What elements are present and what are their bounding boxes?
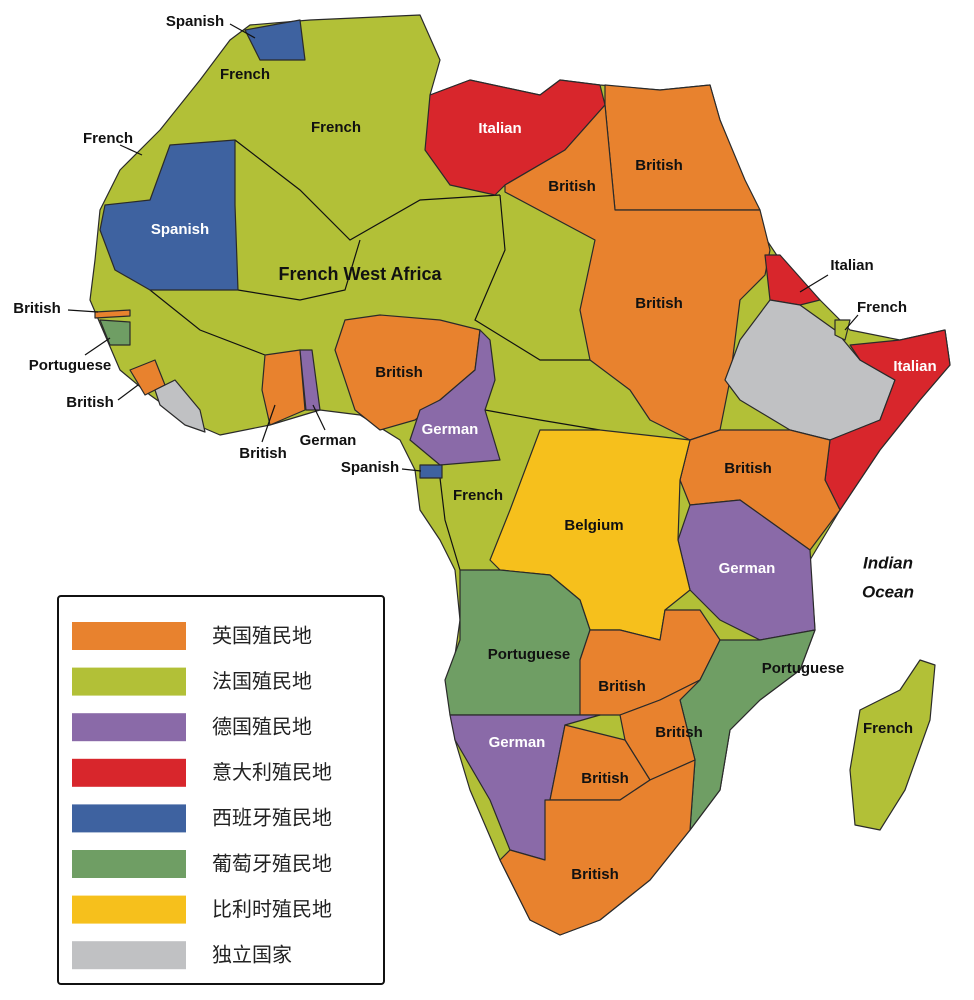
legend-label: 德国殖民地 (212, 715, 312, 738)
region (99, 319, 131, 346)
legend-label: 意大利殖民地 (212, 761, 332, 784)
map-labels: Spanish French French Italian French Bri… (13, 13, 936, 883)
border (149, 289, 266, 356)
border (237, 239, 361, 301)
region (299, 349, 321, 411)
map-label: Italian (830, 257, 873, 274)
leader-line (117, 384, 139, 401)
map-label: French (857, 299, 907, 316)
map-label: Portuguese (29, 357, 112, 374)
legend-box (57, 595, 385, 985)
border (439, 477, 461, 571)
map-label: Italian (893, 358, 936, 375)
map-label: British (571, 866, 619, 883)
leader-line (844, 314, 859, 331)
map-label: British (598, 678, 646, 695)
map-label: German (489, 734, 546, 751)
legend-label: 西班牙殖民地 (212, 807, 332, 830)
region (94, 309, 131, 319)
leader-line (229, 23, 256, 39)
legend-swatch (72, 850, 186, 878)
map-label: French (453, 487, 503, 504)
region (499, 759, 696, 936)
map-label: French (863, 720, 913, 737)
legend-swatch (72, 758, 186, 787)
map-label: British (375, 364, 423, 381)
region (99, 139, 239, 291)
region (604, 84, 761, 211)
region (834, 319, 851, 341)
leader-line (67, 309, 99, 313)
region (849, 659, 936, 831)
legend-label: 独立国家 (212, 943, 292, 966)
leader-line (119, 144, 143, 156)
regions (89, 14, 951, 936)
legend-swatch (72, 622, 186, 650)
map-label: Portuguese (488, 646, 571, 663)
region (244, 19, 306, 61)
map-label: French (83, 130, 133, 147)
region (504, 104, 771, 441)
legend-label: 法国殖民地 (212, 670, 312, 693)
ocean-label: Indian (863, 553, 913, 572)
map-label: British (724, 460, 772, 477)
map-label: Portuguese (762, 660, 845, 677)
map-label: Spanish (166, 13, 224, 30)
map-label: Spanish (341, 459, 399, 476)
leader-lines (67, 23, 859, 472)
legend: 英国殖民地法国殖民地德国殖民地意大利殖民地西班牙殖民地葡萄牙殖民地比利时殖民地独… (72, 622, 332, 970)
border (484, 409, 601, 431)
legend-swatch (72, 804, 186, 833)
map-label: British (635, 295, 683, 312)
border (234, 139, 501, 241)
region (154, 379, 206, 433)
map-label: Belgium (564, 517, 623, 534)
map-label: French (220, 66, 270, 83)
map-label: German (719, 560, 776, 577)
map-label: German (300, 432, 357, 449)
map-label: Italian (478, 120, 521, 137)
border (474, 194, 590, 361)
legend-swatch (72, 713, 186, 742)
leader-line (261, 404, 276, 443)
map-label: British (655, 724, 703, 741)
map-label: French West Africa (278, 264, 442, 284)
map-label: British (239, 445, 287, 462)
map-label: British (66, 394, 114, 411)
ocean-label: Ocean (862, 582, 914, 601)
leader-line (84, 337, 111, 356)
legend-swatch (72, 895, 186, 924)
map-label: Spanish (151, 221, 209, 238)
leader-line (401, 468, 422, 472)
legend-label: 英国殖民地 (212, 624, 312, 647)
map-label: British (635, 157, 683, 174)
legend-swatch (72, 941, 186, 970)
map-label: British (581, 770, 629, 787)
legend-label: 葡萄牙殖民地 (212, 852, 332, 875)
leader-line (799, 274, 829, 293)
legend-label: 比利时殖民地 (212, 898, 332, 921)
map-label: German (422, 421, 479, 438)
map-label: British (13, 300, 61, 317)
map-label: British (548, 178, 596, 195)
region (679, 429, 841, 551)
legend-swatch (72, 667, 186, 696)
leader-line (312, 404, 326, 431)
region (419, 464, 443, 479)
map-label: French (311, 119, 361, 136)
region (764, 254, 821, 306)
region (261, 349, 306, 426)
